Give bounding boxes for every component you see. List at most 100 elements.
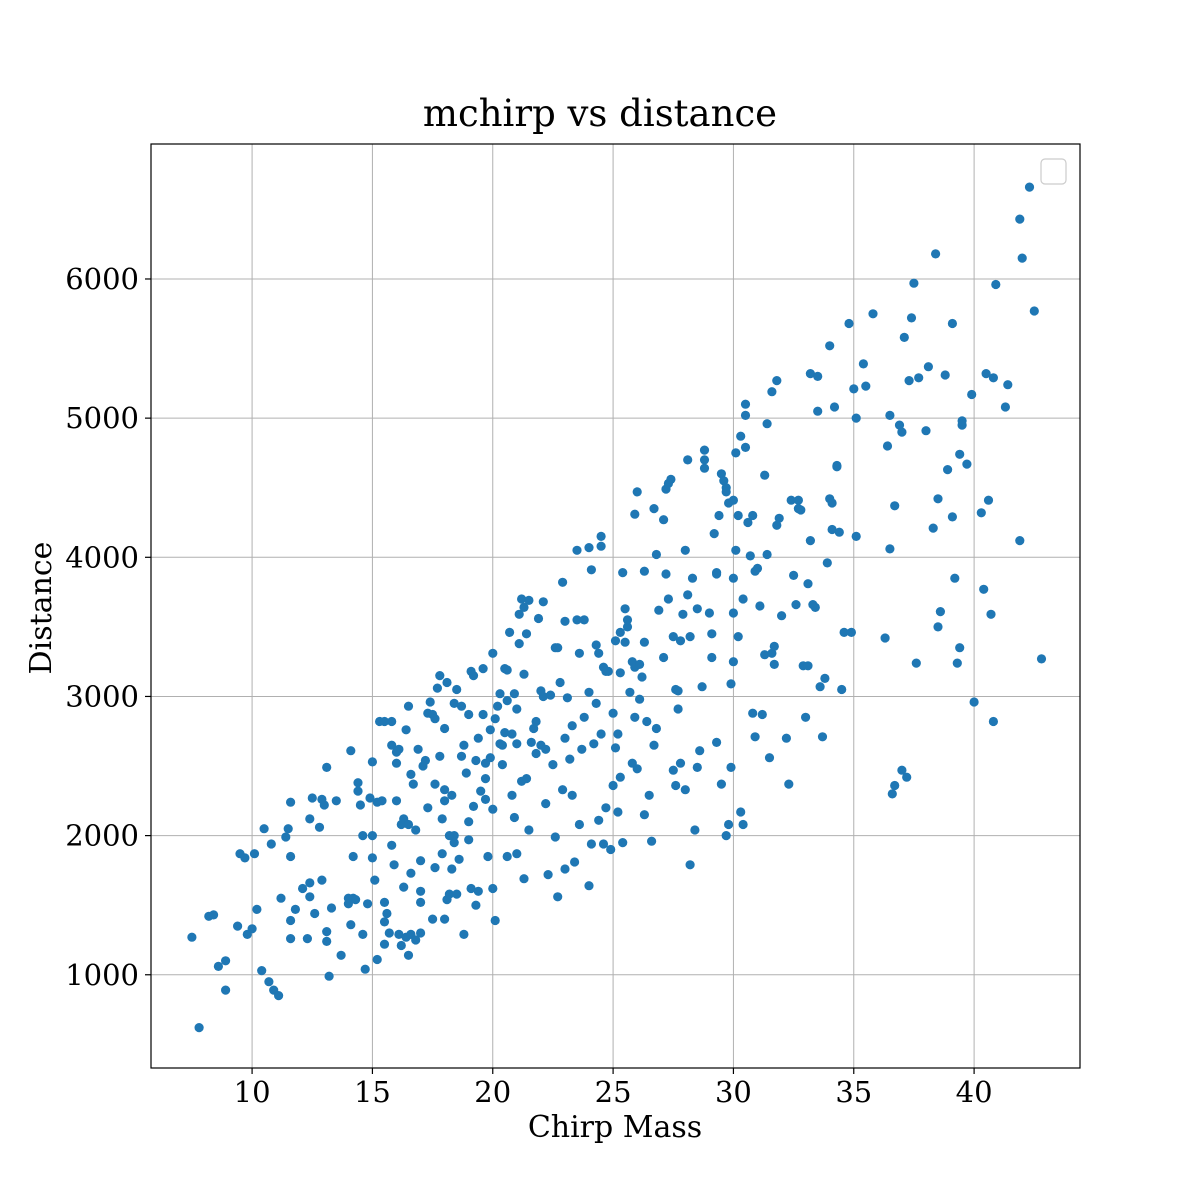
- data-point: [699, 445, 710, 455]
- data-point: [290, 904, 300, 915]
- data-point: [750, 732, 760, 742]
- data-point: [827, 524, 837, 535]
- data-point: [521, 774, 532, 784]
- data-point: [772, 376, 782, 386]
- data-point: [442, 677, 452, 688]
- data-point: [394, 929, 404, 940]
- data-point: [507, 729, 517, 739]
- data-point: [979, 584, 989, 594]
- axis-ticks: 10 15 20 25 30 35 40 1000 2000 3000 4000 5000 6000: [65, 262, 992, 1109]
- data-point: [726, 762, 736, 773]
- data-point: [358, 929, 368, 940]
- data-point: [851, 531, 861, 542]
- data-point: [240, 853, 250, 863]
- data-point: [897, 427, 907, 437]
- data-point: [416, 856, 426, 866]
- data-point: [459, 740, 469, 750]
- x-tick-label: 20: [474, 1075, 511, 1109]
- data-point: [509, 689, 519, 699]
- data-point: [651, 723, 662, 734]
- data-point: [707, 629, 717, 639]
- data-point: [468, 801, 479, 812]
- data-point: [413, 744, 423, 754]
- data-point: [519, 602, 529, 613]
- data-point: [406, 868, 416, 878]
- data-point: [360, 964, 370, 974]
- data-point: [1015, 536, 1025, 546]
- data-point: [647, 836, 657, 846]
- data-point: [314, 822, 325, 832]
- data-point: [187, 932, 197, 942]
- data-point: [322, 927, 332, 937]
- data-point: [1000, 402, 1011, 412]
- data-point: [480, 794, 491, 805]
- data-point: [748, 510, 758, 521]
- data-point: [666, 474, 676, 484]
- data-point: [502, 851, 512, 862]
- data-point: [307, 793, 317, 803]
- data-point: [967, 389, 977, 400]
- data-point: [844, 318, 854, 329]
- data-point: [914, 373, 924, 383]
- data-point: [906, 313, 917, 323]
- data-point: [233, 921, 243, 931]
- data-point: [560, 733, 570, 743]
- data-point: [947, 512, 958, 522]
- data-point: [740, 410, 751, 420]
- data-point: [928, 523, 938, 533]
- data-point: [372, 954, 382, 965]
- data-point: [813, 406, 823, 416]
- data-point: [606, 844, 616, 855]
- data-point: [490, 915, 500, 926]
- data-point: [444, 831, 454, 841]
- data-point: [591, 640, 601, 650]
- data-point: [769, 659, 779, 670]
- data-point: [615, 772, 625, 782]
- data-point: [685, 860, 695, 870]
- data-point: [1017, 253, 1027, 263]
- data-point: [579, 712, 589, 722]
- data-point: [447, 790, 457, 800]
- data-point: [699, 455, 710, 465]
- data-point: [346, 746, 356, 756]
- data-point: [452, 889, 462, 899]
- x-tick-label: 30: [715, 1075, 752, 1109]
- data-point: [432, 683, 442, 693]
- data-point: [435, 671, 445, 681]
- data-point: [485, 725, 495, 735]
- data-point: [507, 790, 517, 800]
- data-point: [709, 529, 719, 539]
- data-point: [745, 551, 755, 561]
- x-tick-label: 35: [835, 1075, 872, 1109]
- data-point: [403, 819, 414, 830]
- data-point: [257, 966, 267, 976]
- y-tick-label: 1000: [65, 958, 139, 992]
- data-point: [736, 807, 746, 817]
- data-point: [305, 878, 315, 888]
- data-point: [962, 459, 972, 469]
- data-point: [620, 637, 630, 647]
- data-point: [757, 709, 767, 720]
- data-point: [726, 679, 736, 689]
- data-point: [947, 318, 958, 329]
- data-point: [1003, 380, 1013, 390]
- data-point: [276, 893, 286, 903]
- data-point: [379, 897, 390, 908]
- data-point: [615, 668, 625, 678]
- data-point: [625, 687, 635, 697]
- data-point: [584, 881, 594, 891]
- data-point: [596, 541, 606, 551]
- data-point: [391, 758, 402, 768]
- data-point: [286, 934, 296, 944]
- data-point: [654, 605, 664, 615]
- data-point: [810, 602, 820, 613]
- data-point: [572, 545, 582, 555]
- data-point: [762, 549, 772, 560]
- data-point: [266, 839, 276, 849]
- data-point: [379, 939, 390, 949]
- data-point: [813, 371, 823, 381]
- data-point: [399, 882, 409, 892]
- data-point: [548, 760, 558, 770]
- data-point: [839, 627, 849, 638]
- data-point: [712, 737, 722, 748]
